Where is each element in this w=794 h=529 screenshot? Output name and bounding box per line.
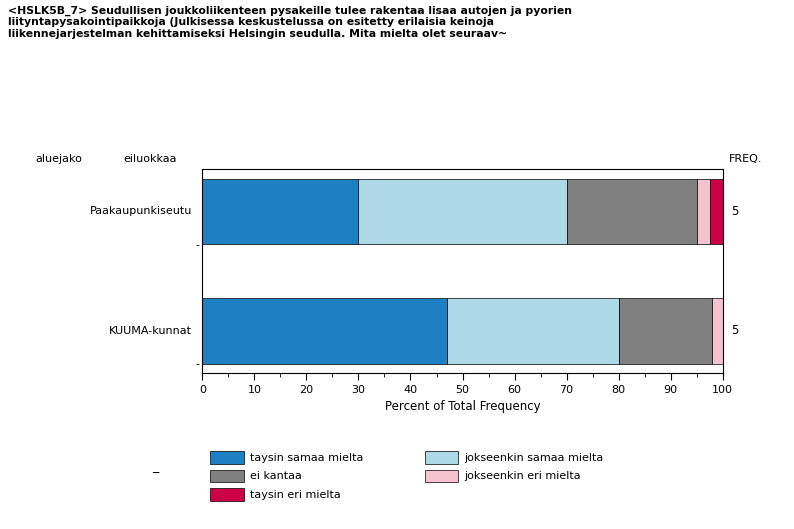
Text: KUUMA-kunnat: KUUMA-kunnat: [109, 326, 192, 336]
Text: taysin eri mielta: taysin eri mielta: [250, 490, 341, 499]
Bar: [619, 298, 712, 364]
Text: aluejako: aluejako: [36, 154, 83, 164]
Bar: [696, 179, 710, 244]
Bar: [567, 179, 696, 244]
Bar: [358, 179, 567, 244]
Text: jokseenkin eri mielta: jokseenkin eri mielta: [464, 471, 581, 481]
X-axis label: Percent of Total Frequency: Percent of Total Frequency: [384, 400, 541, 413]
Text: 5: 5: [730, 205, 738, 218]
Bar: [202, 298, 447, 364]
Text: -: -: [196, 240, 200, 250]
Text: 5: 5: [730, 324, 738, 338]
Text: jokseenkin samaa mielta: jokseenkin samaa mielta: [464, 453, 603, 462]
Text: taysin samaa mielta: taysin samaa mielta: [250, 453, 364, 462]
Text: <HSLK5B_7> Seudullisen joukkoliikenteen pysakeille tulee rakentaa lisaa autojen : <HSLK5B_7> Seudullisen joukkoliikenteen …: [8, 5, 572, 39]
Text: FREQ.: FREQ.: [729, 154, 762, 164]
Bar: [447, 298, 619, 364]
Text: eiluokkaa: eiluokkaa: [123, 154, 176, 164]
Bar: [712, 298, 723, 364]
Text: -: -: [196, 359, 200, 369]
Text: _: _: [152, 460, 158, 473]
Text: Paakaupunkiseutu: Paakaupunkiseutu: [90, 206, 192, 216]
Bar: [710, 179, 723, 244]
Bar: [202, 179, 358, 244]
Text: ei kantaa: ei kantaa: [250, 471, 302, 481]
